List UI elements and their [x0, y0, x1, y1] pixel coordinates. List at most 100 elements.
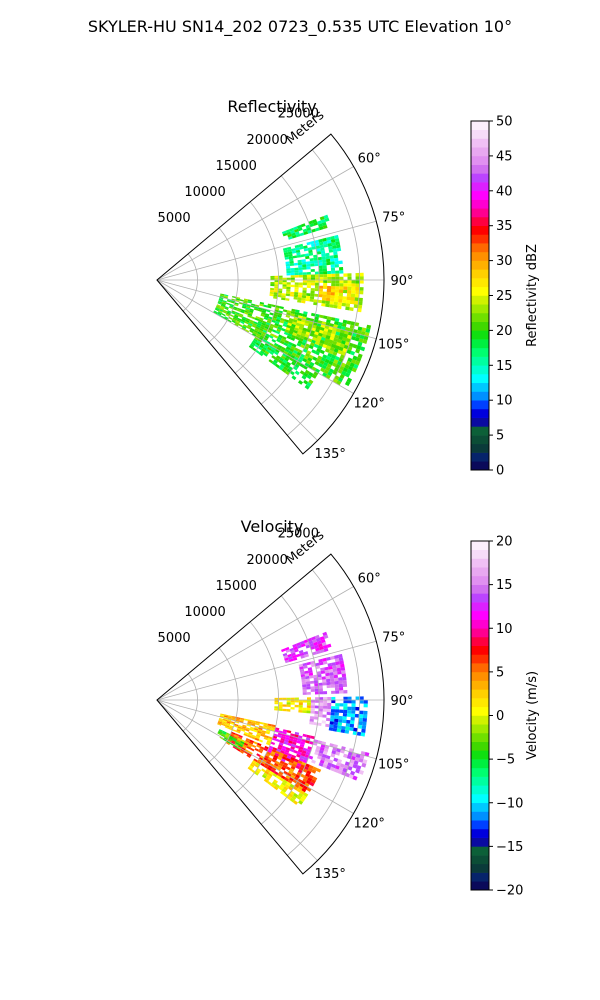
data-cell [299, 790, 305, 795]
data-cell [221, 722, 226, 725]
data-cell [286, 231, 292, 236]
data-cell [229, 735, 234, 739]
data-cell [304, 754, 310, 759]
data-cell [247, 301, 252, 304]
data-cell [313, 641, 318, 646]
data-cell [234, 723, 239, 727]
data-cell [309, 675, 314, 679]
data-cell [345, 360, 351, 366]
data-cell [343, 283, 348, 287]
data-cell [311, 769, 317, 774]
data-cell [216, 304, 221, 307]
data-cell [307, 338, 313, 343]
data-cell [288, 740, 293, 744]
colorbar-swatch [471, 243, 489, 253]
data-cell [273, 292, 278, 295]
data-cell [311, 339, 316, 344]
data-cell [270, 728, 275, 732]
data-cell [289, 294, 295, 297]
data-cell [330, 715, 335, 719]
colorbar-tick-label: 45 [496, 149, 513, 164]
data-cell [285, 298, 290, 301]
data-cell [314, 713, 319, 717]
data-cell [330, 235, 335, 240]
data-cell [291, 652, 296, 657]
data-cell [291, 343, 297, 348]
data-cell [310, 288, 315, 291]
azimuth-tick-label: 75° [382, 211, 405, 226]
data-cell [305, 261, 311, 265]
data-cell [305, 678, 310, 682]
data-cell [281, 295, 286, 299]
data-cell [317, 674, 322, 678]
colorbar-swatch [471, 602, 489, 612]
data-cell [284, 340, 290, 344]
data-cell [222, 300, 227, 303]
panel-title: Reflectivity [227, 97, 316, 116]
data-cell [275, 307, 280, 311]
data-cell [346, 369, 352, 375]
data-region [217, 713, 276, 746]
colorbar-swatch [471, 645, 489, 655]
data-cell [297, 748, 303, 753]
data-cell [273, 771, 279, 776]
data-cell [289, 647, 295, 652]
data-cell [320, 639, 326, 644]
data-cell [220, 713, 225, 716]
data-cell [255, 762, 261, 767]
colorbar-swatch [471, 374, 489, 384]
data-cell [334, 715, 339, 720]
data-cell [308, 371, 314, 377]
data-cell [254, 304, 260, 308]
data-cell [328, 727, 334, 731]
data-cell [339, 660, 344, 665]
data-cell [324, 358, 330, 364]
data-cell [275, 318, 281, 323]
data-cell [264, 313, 270, 317]
data-cell [328, 249, 334, 253]
data-region [213, 293, 372, 387]
data-cell [290, 230, 295, 234]
data-cell [253, 321, 258, 325]
data-cell [314, 634, 320, 639]
data-cell [285, 293, 290, 297]
data-cell [306, 328, 312, 333]
data-cell [265, 348, 271, 353]
data-cell [298, 243, 304, 248]
data-cell [331, 286, 336, 290]
data-cell [241, 727, 246, 731]
data-cell [335, 703, 340, 707]
data-cell [335, 273, 340, 277]
data-cell [324, 338, 330, 343]
data-cell [339, 332, 344, 337]
data-cell [329, 675, 334, 679]
data-cell [349, 759, 355, 764]
data-cell [354, 337, 360, 342]
data-cell [342, 347, 348, 353]
data-cell [334, 264, 339, 268]
data-cell [256, 324, 261, 328]
data-cell [288, 350, 293, 355]
data-cell [267, 305, 272, 309]
azimuth-spoke [156, 279, 354, 394]
data-cell [273, 290, 279, 293]
data-cell [296, 642, 301, 647]
data-cell [275, 330, 281, 335]
data-cell [283, 655, 289, 659]
data-cell [293, 296, 298, 300]
data-cell [337, 769, 343, 775]
data-cell [294, 704, 299, 708]
data-region [248, 336, 319, 390]
data-cell [298, 800, 304, 805]
data-cell [224, 306, 229, 309]
data-cell [296, 333, 301, 338]
data-cell [290, 765, 296, 770]
data-cell [274, 288, 279, 291]
data-cell [310, 735, 315, 740]
colorbar-tick-label: 15 [496, 578, 513, 593]
data-cell [300, 773, 306, 778]
data-cell [301, 297, 306, 301]
colorbar-swatch [471, 278, 489, 288]
data-cell [217, 302, 222, 305]
